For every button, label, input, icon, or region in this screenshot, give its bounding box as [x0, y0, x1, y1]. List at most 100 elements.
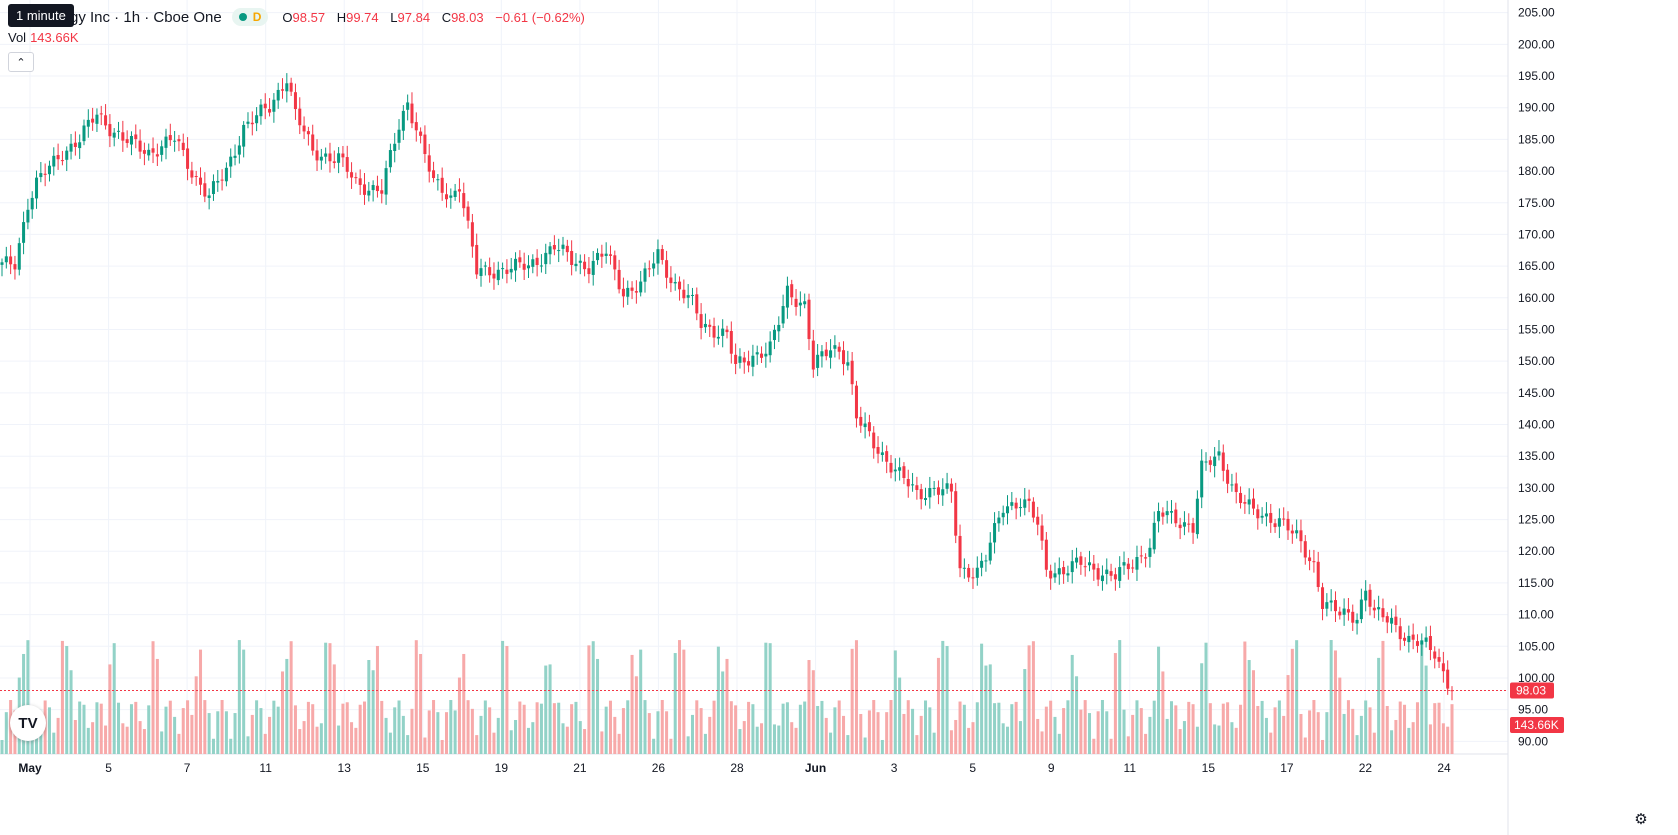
candle-body: [721, 328, 725, 336]
volume-bar: [1075, 676, 1079, 754]
volume-bar: [1308, 710, 1312, 754]
candle-body: [1135, 556, 1139, 570]
volume-bar: [168, 700, 172, 754]
volume-bar: [1036, 718, 1040, 754]
candle-body: [919, 489, 923, 500]
volume-bar: [1100, 700, 1104, 754]
x-tick-label: May: [18, 761, 42, 775]
volume-bar: [367, 660, 371, 754]
candle-body: [600, 253, 604, 257]
volume-bar: [104, 725, 108, 754]
candle-body: [1329, 600, 1333, 603]
volume-bar: [608, 700, 612, 754]
volume-bar: [280, 671, 285, 754]
market-status-badge[interactable]: D: [231, 8, 269, 26]
volume-value: 143.66K: [30, 30, 79, 45]
candle-body: [1148, 547, 1152, 557]
candle-body: [1239, 492, 1243, 503]
candle-body: [1251, 498, 1255, 509]
volume-bar: [643, 700, 647, 754]
x-tick-label: 5: [969, 761, 976, 775]
volume-bar: [505, 645, 509, 754]
candle-body: [854, 385, 858, 419]
open-value: 98.57: [292, 9, 326, 25]
y-tick-label: 120.00: [1518, 544, 1555, 558]
candle-body: [371, 185, 375, 191]
volume-bar: [1433, 703, 1437, 754]
candle-body: [1213, 456, 1217, 467]
volume-bar: [764, 642, 768, 754]
volume-bar: [1329, 640, 1333, 754]
x-tick-label: 5: [105, 761, 112, 775]
volume-bar: [1057, 733, 1061, 754]
candle-body: [1269, 512, 1273, 523]
candle-body: [1118, 567, 1122, 581]
candle-body: [1295, 530, 1299, 534]
x-tick-label: 26: [652, 761, 666, 775]
volume-bar: [557, 702, 561, 754]
candle-body: [263, 103, 267, 109]
candle-body: [699, 314, 703, 328]
candle-body: [479, 268, 483, 276]
volume-bar: [324, 642, 328, 754]
candle-body: [1377, 607, 1381, 610]
candle-body: [1027, 498, 1031, 501]
candle-body: [596, 252, 600, 261]
candle-body: [880, 452, 884, 456]
volume-bar: [565, 726, 569, 754]
volume-bar: [652, 738, 656, 754]
chevron-up-icon: ⌃: [16, 56, 26, 69]
volume-bar: [306, 701, 310, 754]
candle-body: [492, 273, 496, 279]
volume-bar: [712, 700, 716, 754]
candle-body: [104, 115, 108, 126]
candle-body: [1256, 509, 1260, 519]
volume-bar: [1200, 663, 1204, 754]
x-tick-label: 21: [573, 761, 587, 775]
settings-gear-icon[interactable]: ⚙: [1634, 811, 1648, 828]
candle-body: [591, 260, 595, 275]
volume-bar: [1053, 716, 1057, 754]
candle-body: [328, 153, 332, 162]
candle-body: [772, 329, 776, 341]
candle-body: [993, 523, 997, 543]
volume-bar: [1411, 722, 1415, 754]
volume-bar: [975, 702, 979, 754]
volume-bar: [1122, 709, 1126, 754]
volume-bar: [690, 714, 694, 754]
volume-bar: [876, 712, 880, 754]
candle-body: [380, 190, 384, 194]
x-tick-label: 15: [1202, 761, 1216, 775]
candle-body: [1273, 523, 1277, 528]
volume-bar: [591, 641, 595, 754]
volume-bar: [47, 707, 51, 754]
volume-bar: [518, 701, 522, 754]
tradingview-logo[interactable]: TV: [10, 705, 46, 741]
x-tick-label: Jun: [805, 761, 826, 775]
collapse-legend-button[interactable]: ⌃: [8, 52, 34, 72]
volume-bar: [1316, 712, 1320, 754]
volume-bar: [811, 670, 815, 754]
volume-bar: [4, 712, 8, 754]
candle-body: [531, 259, 535, 267]
candle-body: [613, 255, 617, 270]
symbol-title[interactable]: gy Inc · 1h · Cboe One: [70, 8, 222, 26]
candle-body: [539, 265, 543, 267]
volume-bar: [151, 641, 155, 754]
volume-bar: [604, 706, 608, 754]
candle-body: [289, 82, 293, 92]
volume-bar: [186, 700, 190, 754]
volume-bar: [95, 702, 99, 754]
volume-bar: [371, 670, 375, 754]
volume-bar: [1251, 670, 1255, 754]
candle-body: [803, 301, 807, 305]
candle-body: [574, 263, 578, 267]
volume-bar: [867, 710, 871, 754]
candle-body: [747, 361, 751, 366]
volume-bar: [354, 727, 358, 754]
volume-bar: [958, 701, 962, 754]
volume-bar: [1221, 703, 1225, 754]
volume-bar: [1213, 724, 1217, 754]
volume-bar: [298, 729, 302, 754]
